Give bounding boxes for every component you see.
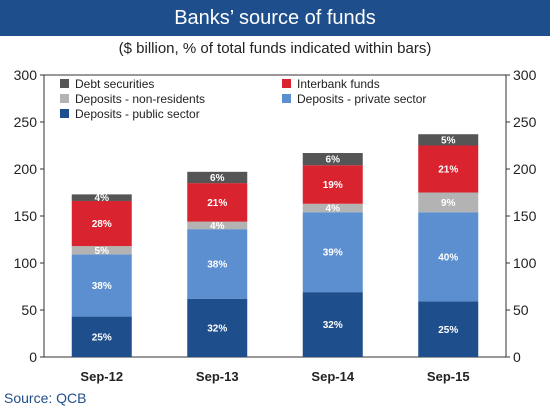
- bar-segment-sep-15-s3: [418, 145, 479, 193]
- data-label: 4%: [210, 221, 225, 232]
- y-tick-label-right: 250: [513, 114, 537, 130]
- data-label: 6%: [326, 155, 341, 166]
- bar-segment-sep-12-s3: [71, 200, 132, 247]
- y-tick-label-right: 300: [513, 67, 537, 83]
- y-tick-label-left: 0: [29, 349, 37, 365]
- x-tick-label: Sep-12: [80, 369, 123, 384]
- y-tick-label-left: 150: [14, 208, 38, 224]
- bar-segment-sep-15-s1: [418, 212, 479, 302]
- y-tick-label-right: 100: [513, 255, 537, 271]
- bar-segment-sep-15-s4: [418, 134, 479, 146]
- legend-label: Deposits - non-residents: [75, 92, 205, 106]
- source-note: Source: QCB: [4, 390, 87, 406]
- data-label: 25%: [438, 325, 458, 336]
- legend-label: Interbank funds: [297, 77, 380, 91]
- bar-segment-sep-12-s4: [71, 194, 132, 201]
- x-tick-label: Sep-13: [196, 369, 239, 384]
- bar-segment-sep-14-s2: [302, 203, 363, 213]
- bar-segment-sep-13-s0: [187, 298, 248, 357]
- data-label: 21%: [207, 198, 227, 209]
- y-tick-label-left: 250: [14, 114, 38, 130]
- y-tick-label-right: 150: [513, 208, 537, 224]
- data-label: 38%: [92, 281, 112, 292]
- x-tick-label: Sep-14: [311, 369, 354, 384]
- bar-segment-sep-13-s4: [187, 171, 248, 184]
- legend-label: Debt securities: [75, 77, 154, 91]
- data-label: 4%: [95, 193, 110, 204]
- data-label: 32%: [207, 323, 227, 334]
- data-label: 5%: [441, 135, 456, 146]
- y-tick-label-right: 0: [513, 349, 521, 365]
- y-tick-label-left: 100: [14, 255, 38, 271]
- legend-swatch: [60, 109, 69, 118]
- data-label: 40%: [438, 252, 458, 263]
- chart-title: Banks’ source of funds: [0, 0, 550, 36]
- legend-label: Deposits - private sector: [297, 92, 426, 106]
- legend-label: Deposits - public sector: [75, 107, 200, 121]
- legend-swatch: [60, 79, 69, 88]
- legend-swatch: [282, 94, 291, 103]
- bar-segment-sep-13-s1: [187, 229, 248, 299]
- bar-segment-sep-14-s4: [302, 153, 363, 166]
- data-label: 4%: [326, 204, 341, 215]
- data-label: 21%: [438, 165, 458, 176]
- data-label: 6%: [210, 173, 225, 184]
- bar-segment-sep-12-s2: [71, 246, 132, 255]
- bar-segment-sep-13-s3: [187, 183, 248, 222]
- bar-segment-sep-12-s0: [71, 316, 132, 357]
- bar-segment-sep-12-s1: [71, 254, 132, 317]
- bar-segment-sep-14-s1: [302, 212, 363, 293]
- data-label: 32%: [323, 320, 343, 331]
- legend-swatch: [60, 94, 69, 103]
- stacked-bar-chart: 0 0 50 50 100 100 150 150 200 200 250 250 300 300 25% 3…: [14, 67, 537, 384]
- data-label: 28%: [92, 219, 112, 230]
- bar-segment-sep-15-s2: [418, 192, 479, 213]
- data-label: 38%: [207, 259, 227, 270]
- bar-segment-sep-14-s0: [302, 292, 363, 357]
- y-tick-label-right: 50: [513, 302, 529, 318]
- bar-segment-sep-14-s3: [302, 165, 363, 204]
- x-tick-label: Sep-15: [427, 369, 470, 384]
- chart-subtitle: ($ billion, % of total funds indicated w…: [118, 40, 432, 57]
- bar-segment-sep-15-s0: [418, 301, 479, 357]
- data-label: 25%: [92, 332, 112, 343]
- data-label: 19%: [323, 180, 343, 191]
- y-tick-label-left: 300: [14, 67, 38, 83]
- data-label: 39%: [323, 248, 343, 259]
- data-label: 5%: [95, 246, 110, 257]
- data-label: 9%: [441, 198, 456, 209]
- y-tick-label-left: 50: [21, 302, 37, 318]
- y-tick-label-left: 200: [14, 161, 38, 177]
- y-tick-label-right: 200: [513, 161, 537, 177]
- legend-swatch: [282, 79, 291, 88]
- bar-segment-sep-13-s2: [187, 221, 248, 230]
